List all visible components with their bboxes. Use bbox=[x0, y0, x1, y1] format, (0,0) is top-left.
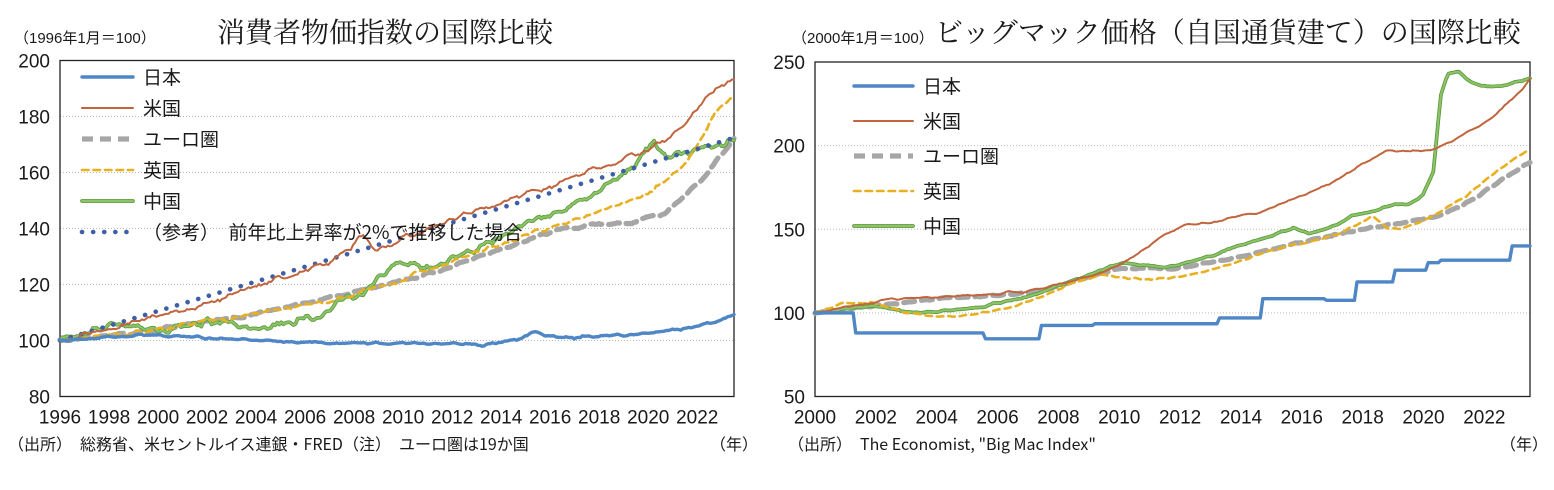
svg-text:ユーロ圏: ユーロ圏 bbox=[143, 125, 219, 152]
svg-text:英国: 英国 bbox=[143, 156, 181, 183]
svg-text:2010: 2010 bbox=[382, 408, 424, 429]
svg-text:2006: 2006 bbox=[976, 408, 1018, 429]
svg-text:2014: 2014 bbox=[480, 408, 523, 429]
svg-text:2012: 2012 bbox=[1159, 408, 1201, 429]
svg-text:（参考） 前年比上昇率が2%で推移した場合: （参考） 前年比上昇率が2%で推移した場合 bbox=[143, 218, 523, 245]
svg-text:2000: 2000 bbox=[794, 408, 836, 429]
svg-text:140: 140 bbox=[18, 220, 50, 241]
svg-text:米国: 米国 bbox=[143, 94, 181, 121]
svg-text:200: 200 bbox=[773, 137, 805, 158]
svg-text:2008: 2008 bbox=[1037, 408, 1079, 429]
svg-text:200: 200 bbox=[18, 52, 50, 73]
svg-text:1996: 1996 bbox=[39, 408, 81, 429]
svg-text:2018: 2018 bbox=[578, 408, 620, 429]
svg-text:2010: 2010 bbox=[1098, 408, 1140, 429]
svg-text:100: 100 bbox=[18, 332, 50, 353]
svg-text:2022: 2022 bbox=[1463, 408, 1505, 429]
svg-text:2018: 2018 bbox=[1342, 408, 1384, 429]
svg-text:2020: 2020 bbox=[1402, 408, 1444, 429]
svg-text:50: 50 bbox=[784, 388, 805, 409]
svg-text:250: 250 bbox=[773, 53, 805, 74]
svg-text:120: 120 bbox=[18, 276, 50, 297]
svg-text:米国: 米国 bbox=[923, 107, 961, 134]
svg-text:日本: 日本 bbox=[143, 63, 181, 90]
svg-text:100: 100 bbox=[773, 304, 805, 325]
svg-text:2020: 2020 bbox=[627, 408, 669, 429]
svg-text:2004: 2004 bbox=[235, 408, 278, 429]
svg-text:180: 180 bbox=[18, 108, 50, 129]
svg-text:2002: 2002 bbox=[186, 408, 228, 429]
svg-text:2006: 2006 bbox=[284, 408, 326, 429]
svg-text:2016: 2016 bbox=[529, 408, 571, 429]
svg-text:2014: 2014 bbox=[1220, 408, 1263, 429]
svg-text:2016: 2016 bbox=[1281, 408, 1323, 429]
svg-text:1998: 1998 bbox=[88, 408, 130, 429]
svg-text:2002: 2002 bbox=[855, 408, 897, 429]
svg-text:2008: 2008 bbox=[333, 408, 375, 429]
svg-text:150: 150 bbox=[773, 220, 805, 241]
svg-text:2022: 2022 bbox=[676, 408, 718, 429]
svg-text:ユーロ圏: ユーロ圏 bbox=[923, 142, 999, 169]
svg-text:日本: 日本 bbox=[923, 72, 961, 99]
svg-text:2004: 2004 bbox=[916, 408, 959, 429]
svg-text:英国: 英国 bbox=[923, 177, 961, 204]
svg-text:80: 80 bbox=[29, 388, 50, 409]
svg-text:中国: 中国 bbox=[923, 212, 961, 239]
svg-text:2012: 2012 bbox=[431, 408, 473, 429]
svg-text:2000: 2000 bbox=[137, 408, 179, 429]
svg-text:160: 160 bbox=[18, 164, 50, 185]
svg-text:中国: 中国 bbox=[143, 187, 181, 214]
